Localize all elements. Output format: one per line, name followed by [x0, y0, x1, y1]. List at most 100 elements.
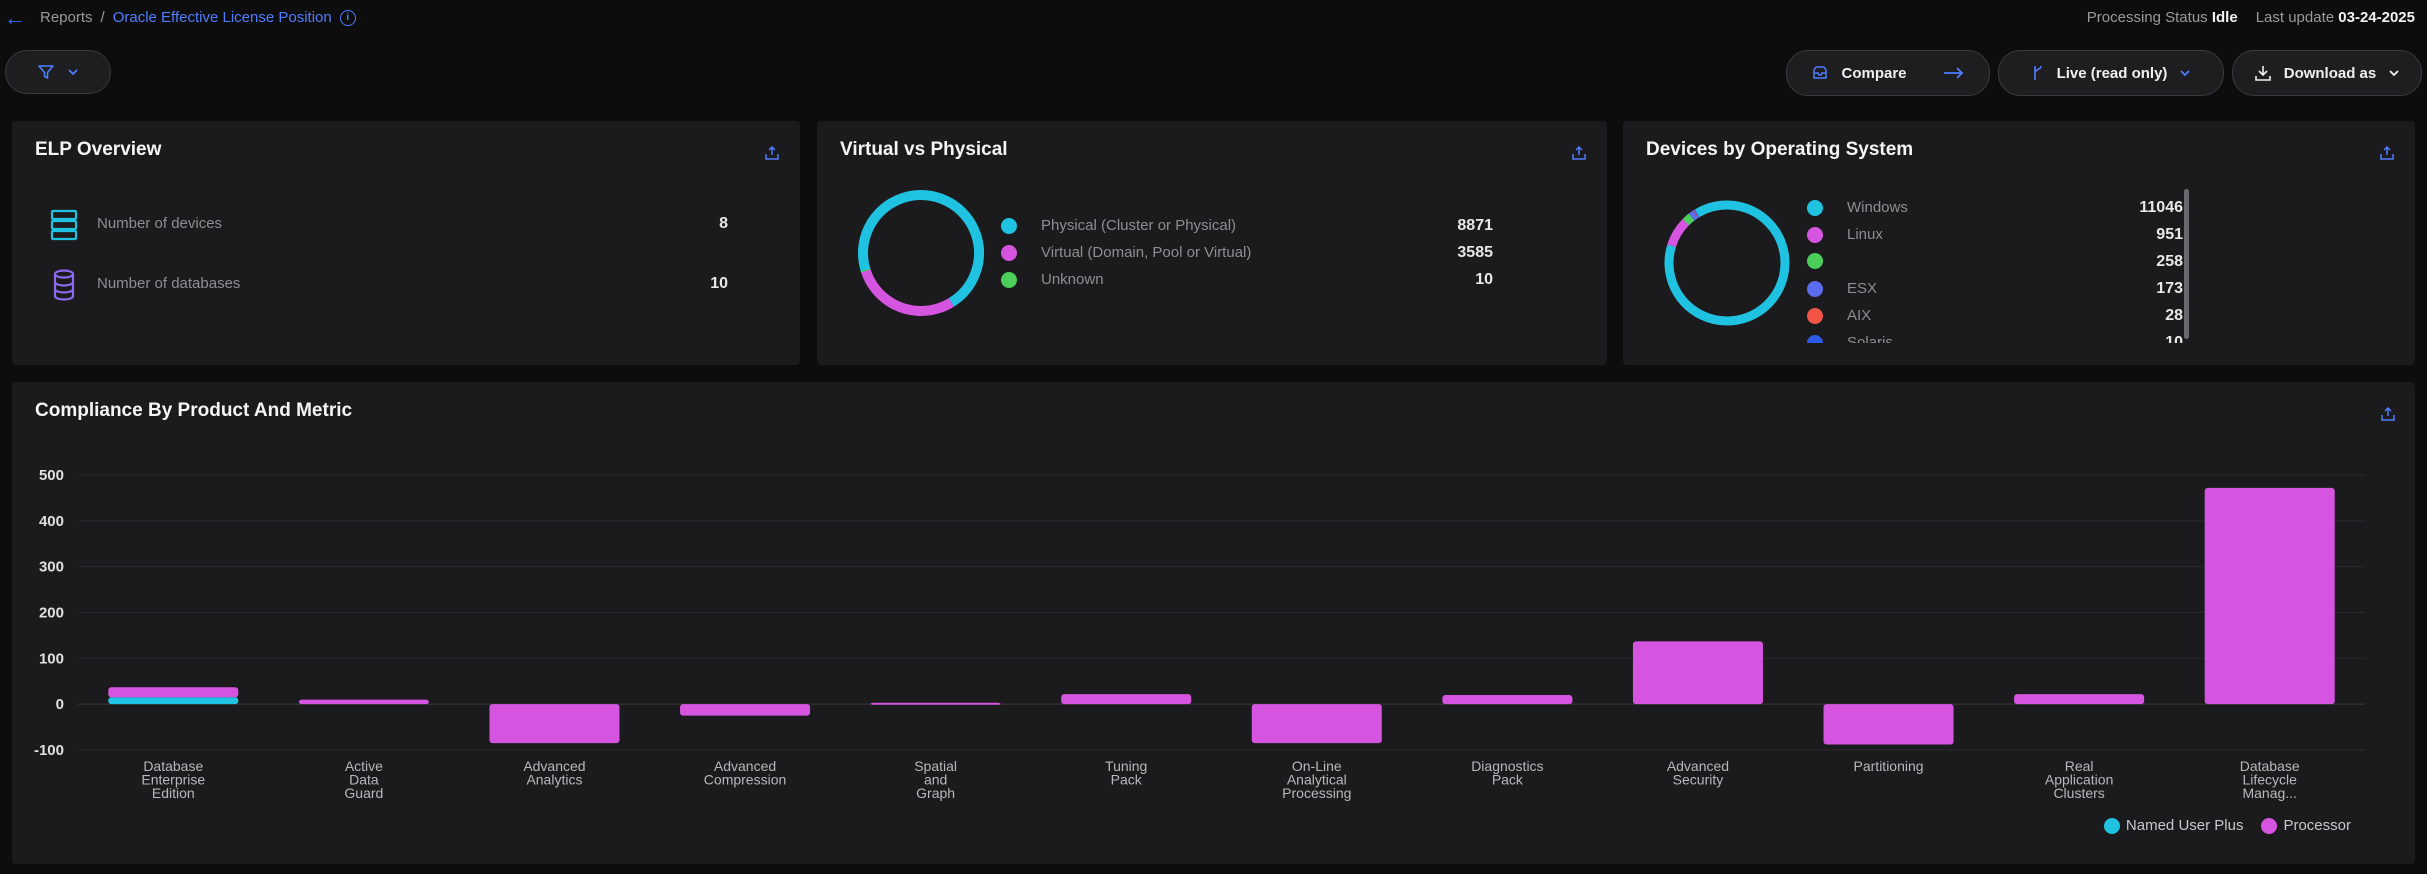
- x-tick-label: Partitioning: [1854, 758, 1924, 774]
- os-legend-value: 11046: [2139, 199, 2183, 216]
- os-legend-item-3[interactable]: ESX: [1807, 280, 1877, 297]
- bar-processor-0[interactable]: [108, 687, 239, 698]
- x-tick-label: Database: [143, 758, 203, 774]
- bar-processor-4[interactable]: [870, 702, 1001, 705]
- os-legend-item-5[interactable]: Solaris: [1807, 334, 1893, 343]
- filter-button[interactable]: [5, 50, 111, 94]
- export-icon[interactable]: [2380, 406, 2396, 422]
- chevron-down-icon: [2180, 70, 2191, 77]
- donut-slice-1[interactable]: [848, 180, 994, 326]
- os-legend-scrollbar[interactable]: [2184, 189, 2189, 339]
- breadcrumb: Reports / Oracle Effective License Posit…: [40, 9, 356, 26]
- devices-os-card: Devices by Operating System Windows 11046…: [1623, 121, 2415, 365]
- legend-swatch: [1807, 334, 1823, 343]
- os-legend-item-4[interactable]: AIX: [1807, 307, 1871, 324]
- x-tick-label: Processing: [1282, 785, 1351, 801]
- devices-label: Number of devices: [97, 215, 223, 232]
- legend-swatch: [1807, 199, 1823, 216]
- databases-value: 10: [710, 275, 728, 292]
- breadcrumb-current[interactable]: Oracle Effective License Position: [112, 9, 332, 26]
- download-dropdown[interactable]: Download as: [2232, 50, 2422, 96]
- card-title: Virtual vs Physical: [840, 139, 1008, 160]
- bar-processor-9[interactable]: [1823, 704, 1954, 745]
- compare-label: Compare: [1841, 64, 1907, 82]
- bar-processor-6[interactable]: [1251, 704, 1382, 744]
- bar-processor-10[interactable]: [2014, 694, 2145, 705]
- info-icon[interactable]: i: [339, 9, 356, 26]
- elp-databases-row: Number of databases: [97, 275, 240, 292]
- card-title: ELP Overview: [35, 139, 162, 160]
- vp-legend-value: 8871: [1457, 217, 1493, 234]
- x-tick-label: Clusters: [2053, 785, 2104, 801]
- export-icon[interactable]: [764, 145, 780, 161]
- filter-icon: [38, 65, 54, 79]
- os-legend-value: 28: [2165, 307, 2183, 324]
- x-tick-label: Manag...: [2242, 785, 2296, 801]
- virtual-physical-donut: [848, 180, 994, 326]
- x-tick-label: Edition: [152, 785, 195, 801]
- legend-label: Named User Plus: [2125, 817, 2244, 834]
- os-legend-item-1[interactable]: Linux: [1807, 226, 1883, 243]
- compare-button[interactable]: Compare: [1786, 50, 1990, 96]
- y-tick-label: 200: [39, 605, 64, 622]
- card-title: Compliance By Product And Metric: [35, 400, 353, 421]
- vp-legend-item-2[interactable]: Unknown: [1001, 271, 1104, 288]
- y-tick-label: 300: [39, 559, 64, 576]
- bar-processor-2[interactable]: [489, 704, 620, 744]
- vp-legend-item-1[interactable]: Virtual (Domain, Pool or Virtual): [1001, 244, 1251, 261]
- x-tick-label: and: [924, 772, 947, 788]
- os-legend-value: 10: [2165, 334, 2183, 343]
- chart-legend: Named User Plus Processor: [2103, 817, 2351, 834]
- processing-status: Processing Status Idle: [2086, 9, 2238, 26]
- export-icon[interactable]: [2379, 145, 2395, 161]
- bar-processor-11[interactable]: [2204, 487, 2335, 705]
- breadcrumb-root[interactable]: Reports: [40, 9, 93, 26]
- devices-os-donut: [1647, 183, 1807, 343]
- branch-icon: [2033, 65, 2042, 80]
- donut-slice-4[interactable]: [1647, 183, 1807, 343]
- vp-legend-item-0[interactable]: Physical (Cluster or Physical): [1001, 217, 1236, 234]
- back-arrow-icon[interactable]: ←: [4, 5, 26, 30]
- x-tick-label: Security: [1673, 772, 1724, 788]
- bar-processor-8[interactable]: [1632, 641, 1763, 705]
- x-tick-label: Lifecycle: [2242, 772, 2297, 788]
- databases-label: Number of databases: [97, 275, 241, 292]
- chevron-down-icon: [68, 69, 78, 76]
- legend-swatch: [1807, 253, 1823, 269]
- donut-slice-2[interactable]: [848, 180, 994, 326]
- x-tick-label: Advanced: [523, 758, 585, 774]
- bar-processor-3[interactable]: [680, 704, 811, 716]
- export-icon[interactable]: [1571, 145, 1587, 161]
- legend-swatch: [2261, 817, 2278, 834]
- bar-processor-1[interactable]: [298, 699, 429, 705]
- x-tick-label: Advanced: [714, 758, 776, 774]
- download-icon: [2254, 66, 2271, 81]
- elp-devices-row: Number of devices: [97, 215, 222, 232]
- x-tick-label: Real: [2065, 758, 2094, 774]
- bar-named-user-plus-0[interactable]: [108, 697, 239, 705]
- vp-legend-value: 10: [1475, 271, 1493, 288]
- legend-swatch: [1001, 271, 1017, 288]
- os-legend-value: 951: [2156, 226, 2183, 243]
- live-mode-label: Live (read only): [2056, 64, 2168, 82]
- y-tick-label: 100: [39, 650, 64, 667]
- donut-slice-0[interactable]: [1647, 183, 1807, 343]
- os-legend-list[interactable]: Windows 11046 Linux 951 258 ESX 173 AIX 28 Solari…: [1793, 193, 2193, 343]
- legend-swatch: [1807, 226, 1823, 243]
- x-tick-label: On-Line: [1292, 758, 1342, 774]
- legend-swatch: [1001, 217, 1017, 234]
- legend-item-named-user-plus[interactable]: Named User Plus: [2103, 817, 2244, 834]
- live-mode-dropdown[interactable]: Live (read only): [1998, 50, 2224, 96]
- donut-slice-0[interactable]: [848, 180, 994, 326]
- breadcrumb-separator: /: [100, 9, 105, 26]
- bar-processor-5[interactable]: [1061, 694, 1192, 705]
- x-tick-label: Pack: [1111, 772, 1143, 788]
- os-legend-item-0[interactable]: Windows: [1807, 199, 1908, 216]
- elp-overview-card: ELP Overview Number of devices 8 Number …: [12, 121, 800, 365]
- legend-item-processor[interactable]: Processor: [2261, 817, 2351, 834]
- legend-swatch: [1807, 307, 1823, 324]
- x-tick-label: Diagnostics: [1471, 758, 1543, 774]
- legend-label: Processor: [2283, 817, 2351, 834]
- os-legend-item-2[interactable]: [1807, 253, 1847, 269]
- bar-processor-7[interactable]: [1442, 695, 1573, 705]
